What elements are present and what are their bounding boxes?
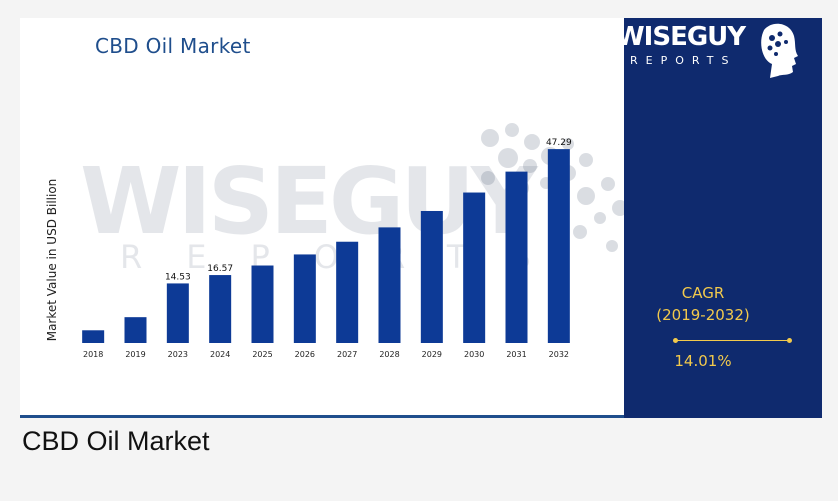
cagr-value: 14.01%	[674, 352, 732, 370]
chart-title: CBD Oil Market	[95, 34, 251, 58]
card-bottom-divider	[20, 415, 624, 418]
watermark-dot	[594, 212, 606, 224]
watermark: WISEGUY REPORTS	[80, 148, 575, 276]
x-tick-2024: 2024	[210, 350, 230, 359]
x-tick-2026: 2026	[295, 350, 315, 359]
cagr-label: CAGR	[681, 284, 725, 302]
cagr-divider	[676, 340, 790, 341]
bar-2032	[547, 149, 570, 343]
bar-2028	[378, 227, 401, 343]
x-tick-2028: 2028	[379, 350, 399, 359]
watermark-dot	[481, 171, 495, 185]
logo-main-text: WISEGUY	[616, 22, 746, 52]
bar-2029	[420, 210, 443, 343]
bars	[82, 149, 570, 343]
figure-caption: CBD Oil Market	[22, 426, 210, 456]
cagr-divider-dot-left	[673, 338, 678, 343]
x-tick-2018: 2018	[83, 350, 103, 359]
x-tick-2027: 2027	[337, 350, 357, 359]
bar-2026	[293, 254, 316, 343]
watermark-dot	[579, 153, 593, 167]
bar-2019	[124, 317, 147, 343]
bar-2031	[505, 171, 528, 343]
bar-2025	[251, 265, 274, 343]
logo-head-icon	[761, 23, 798, 78]
watermark-dot	[562, 138, 574, 150]
watermark-dot	[524, 134, 540, 150]
brand-panel	[624, 18, 822, 418]
watermark-dot	[481, 129, 499, 147]
watermark-sub-text: REPORTS	[120, 238, 575, 276]
watermark-dot	[601, 177, 615, 191]
watermark-dot	[505, 123, 519, 137]
bar-2030	[463, 192, 486, 343]
x-tick-2030: 2030	[464, 350, 484, 359]
bar-2023	[166, 283, 189, 343]
x-tick-2025: 2025	[252, 350, 272, 359]
watermark-dot	[606, 240, 618, 252]
data-label-2024: 16.57	[207, 264, 233, 274]
watermark-dot	[523, 159, 537, 173]
bar-2024	[209, 275, 232, 343]
watermark-dot	[573, 225, 587, 239]
cagr-period: (2019-2032)	[656, 306, 750, 324]
chart-card: WISEGUY REPORTS 14.53 16.57 47.29 2018 2019…	[20, 18, 822, 418]
x-tick-2029: 2029	[422, 350, 442, 359]
bar-2018	[82, 330, 105, 343]
x-tick-labels: 2018 2019 2023 2024 2025 2026 2027 2028 2029 2030…	[83, 350, 569, 359]
cagr-divider-dot-right	[787, 338, 792, 343]
bar-2027	[336, 241, 359, 343]
x-tick-2031: 2031	[506, 350, 526, 359]
y-axis-label: Market Value in USD Billion	[45, 178, 59, 342]
x-tick-2019: 2019	[125, 350, 145, 359]
x-tick-2023: 2023	[168, 350, 188, 359]
watermark-dot	[498, 148, 518, 168]
data-label-2032: 47.29	[546, 138, 572, 148]
wiseguy-logo: WISEGUY REPORTS	[616, 22, 798, 90]
x-tick-2032: 2032	[549, 350, 569, 359]
logo-sub-text: REPORTS	[630, 54, 737, 67]
data-label-2023: 14.53	[165, 272, 191, 282]
bar-value-labels: 14.53 16.57 47.29	[165, 138, 572, 282]
watermark-dot	[577, 187, 595, 205]
